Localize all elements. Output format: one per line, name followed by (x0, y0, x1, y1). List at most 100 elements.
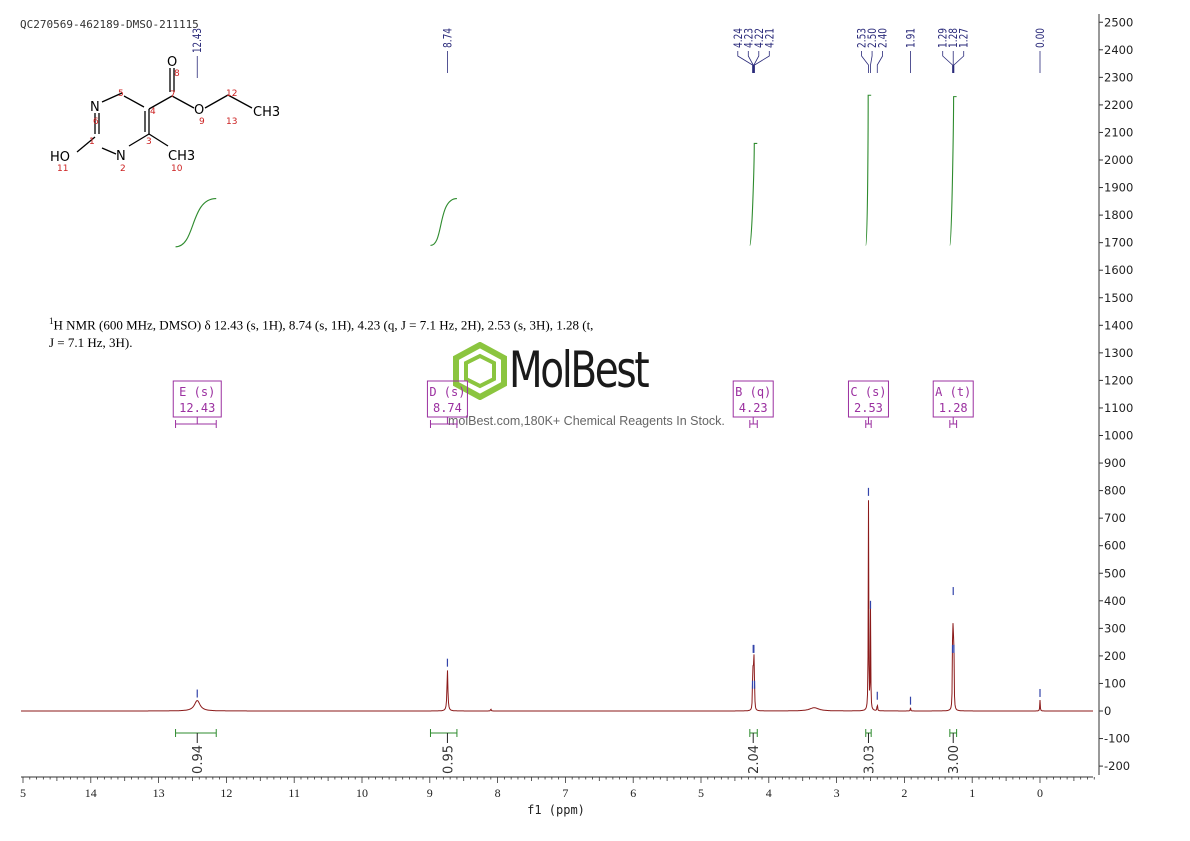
peak-label: 4.21 (762, 28, 776, 48)
atom-o-ester: O (194, 103, 204, 118)
y-tick-label: 2300 (1104, 70, 1133, 84)
y-tick-label: 600 (1104, 539, 1126, 553)
atom-num-11: 11 (57, 164, 68, 174)
y-tick-label: 100 (1104, 676, 1126, 690)
x-tick-label: 3 (834, 786, 840, 800)
integral-value: 0.94 (191, 745, 206, 774)
atom-num-6: 6 (93, 117, 99, 127)
multiplet-shift: 2.53 (854, 401, 883, 415)
atom-num-3: 3 (146, 137, 152, 147)
integral-value: 2.04 (747, 745, 762, 774)
chemical-structure: O N O CH3 HO N CH3 8 5 7 12 6 4 9 13 1 3… (50, 55, 280, 174)
integral-value: 0.95 (441, 745, 456, 774)
peak-label-connector (942, 51, 953, 73)
integral-value: 3.00 (947, 745, 962, 774)
y-tick-label: 2200 (1104, 98, 1133, 112)
atom-num-1: 1 (89, 137, 95, 147)
peak-label-connector (747, 51, 754, 73)
peak-label: 0.00 (1033, 28, 1047, 48)
peak-label-connector (753, 51, 760, 73)
y-tick-label: 2500 (1104, 15, 1133, 29)
x-tick-label: 13 (153, 786, 165, 800)
peak-label: 1.27 (957, 28, 971, 48)
multiplet-shift: 8.74 (433, 401, 462, 415)
atom-num-9: 9 (199, 117, 205, 127)
molbest-brand: MolBest (509, 341, 650, 399)
x-tick-label: 0 (1037, 786, 1043, 800)
atom-num-5: 5 (118, 89, 124, 99)
x-tick-label: 2 (901, 786, 907, 800)
atom-n-2: N (116, 149, 126, 164)
sample-id: QC270569-462189-DMSO-211115 (20, 18, 199, 31)
x-tick-label: 12 (220, 786, 232, 800)
x-tick-label: 11 (288, 786, 300, 800)
x-tick-label: 1 (969, 786, 975, 800)
x-tick-label: 14 (85, 786, 97, 800)
x-tick-label: 4 (766, 786, 772, 800)
y-tick-label: 900 (1104, 456, 1126, 470)
y-tick-label: 200 (1104, 649, 1126, 663)
peak-label: 4.23 (741, 28, 755, 48)
molbest-tagline: molBest.com,180K+ Chemical Reagents In S… (448, 414, 725, 428)
y-tick-label: 1500 (1104, 291, 1133, 305)
peak-label: 4.22 (752, 28, 766, 48)
peak-label: 2.53 (855, 28, 869, 48)
molbest-watermark: MolBest molBest.com,180K+ Chemical Reage… (448, 338, 748, 433)
y-tick-label: 1200 (1104, 373, 1133, 387)
y-tick-label: 0 (1104, 704, 1111, 718)
y-tick-label: 2100 (1104, 125, 1133, 139)
multiplet-title: E (s) (179, 385, 215, 399)
y-tick-label: 1800 (1104, 208, 1133, 222)
atom-num-12: 12 (226, 89, 237, 99)
peak-label-connector (876, 51, 883, 73)
x-tick-label: 6 (630, 786, 636, 800)
y-tick-label: 1100 (1104, 401, 1133, 415)
nmr-superscript: 1 (49, 316, 54, 326)
y-tick-label: 1900 (1104, 181, 1133, 195)
x-axis-label: f1 (ppm) (527, 803, 585, 817)
integral-curve (175, 198, 217, 248)
peak-label: 12.43 (190, 28, 204, 53)
atom-num-10: 10 (171, 164, 183, 174)
molbest-logo-icon (453, 342, 507, 400)
y-tick-label: 1600 (1104, 263, 1133, 277)
atom-num-8: 8 (174, 69, 180, 79)
y-tick-label: 700 (1104, 511, 1126, 525)
atom-num-4: 4 (150, 107, 156, 117)
peak-label-connector (870, 51, 873, 73)
y-tick-label: 800 (1104, 484, 1126, 498)
multiplet-title: B (q) (735, 385, 771, 399)
y-tick-label: 1700 (1104, 236, 1133, 250)
y-tick-label: 300 (1104, 621, 1126, 635)
peak-label: 2.50 (865, 28, 879, 48)
integral-curve (865, 94, 872, 246)
x-tick-label: 8 (495, 786, 501, 800)
x-tick-label: 10 (356, 786, 368, 800)
y-tick-label: 2000 (1104, 153, 1133, 167)
multiplet-shift: 12.43 (179, 401, 215, 415)
atom-num-7: 7 (170, 90, 176, 100)
atom-n-5: N (90, 100, 100, 115)
peak-label-connector (737, 51, 753, 73)
multiplet-shift: 1.28 (939, 401, 968, 415)
x-tick-label: 9 (427, 786, 433, 800)
peak-label: 8.74 (440, 28, 454, 48)
multiplet-shift: 4.23 (739, 401, 768, 415)
y-tick-label: 2400 (1104, 43, 1133, 57)
y-tick-label: -100 (1104, 732, 1130, 746)
y-tick-label: 400 (1104, 594, 1126, 608)
y-tick-label: 1400 (1104, 318, 1133, 332)
integral-curve (430, 198, 458, 246)
peak-label-connector (861, 51, 869, 73)
multiplet-title: D (s) (429, 385, 465, 399)
y-tick-label: 1000 (1104, 429, 1133, 443)
atom-ho: HO (50, 150, 70, 165)
atom-num-2: 2 (120, 164, 126, 174)
atom-ch3-ethyl: CH3 (253, 105, 280, 120)
nmr-description-line1: H NMR (600 MHz, DMSO) δ 12.43 (s, 1H), 8… (53, 317, 594, 333)
nmr-description-line2: J = 7.1 Hz, 3H). (49, 335, 133, 351)
x-tick-label: 5 (698, 786, 704, 800)
y-tick-label: 500 (1104, 566, 1126, 580)
